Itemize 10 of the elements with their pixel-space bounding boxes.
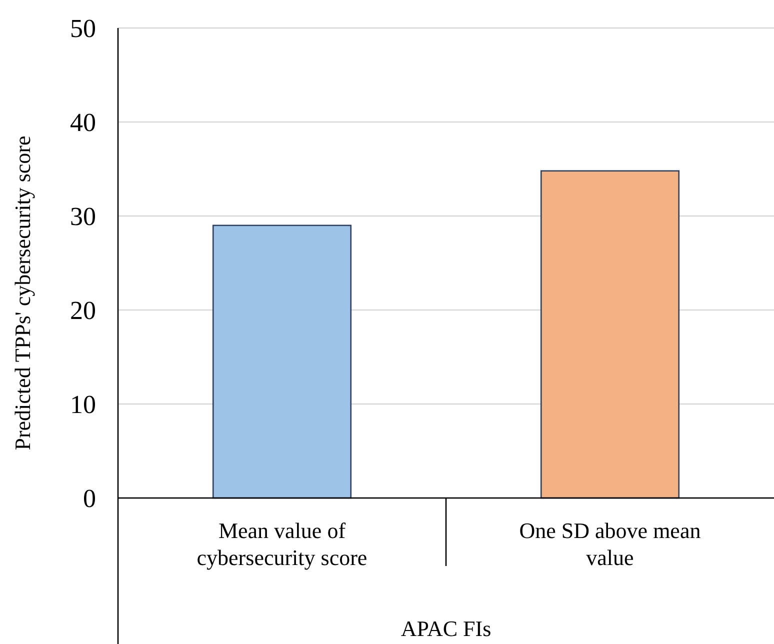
y-tick-label: 50: [70, 14, 96, 44]
x-axis-title: APAC FIs: [400, 616, 492, 641]
x-tick-label: One SD above mean value: [519, 518, 701, 570]
x-tick-label: Mean value of cybersecurity score: [196, 518, 368, 570]
y-axis-title: Predicted TPPs' cybersecurity score: [10, 136, 35, 450]
y-tick-label: 20: [70, 296, 96, 326]
y-tick-label: 40: [70, 108, 96, 138]
y-tick-label: 30: [70, 202, 96, 232]
y-tick-label: 0: [83, 484, 96, 514]
y-tick-label: 10: [70, 390, 96, 420]
